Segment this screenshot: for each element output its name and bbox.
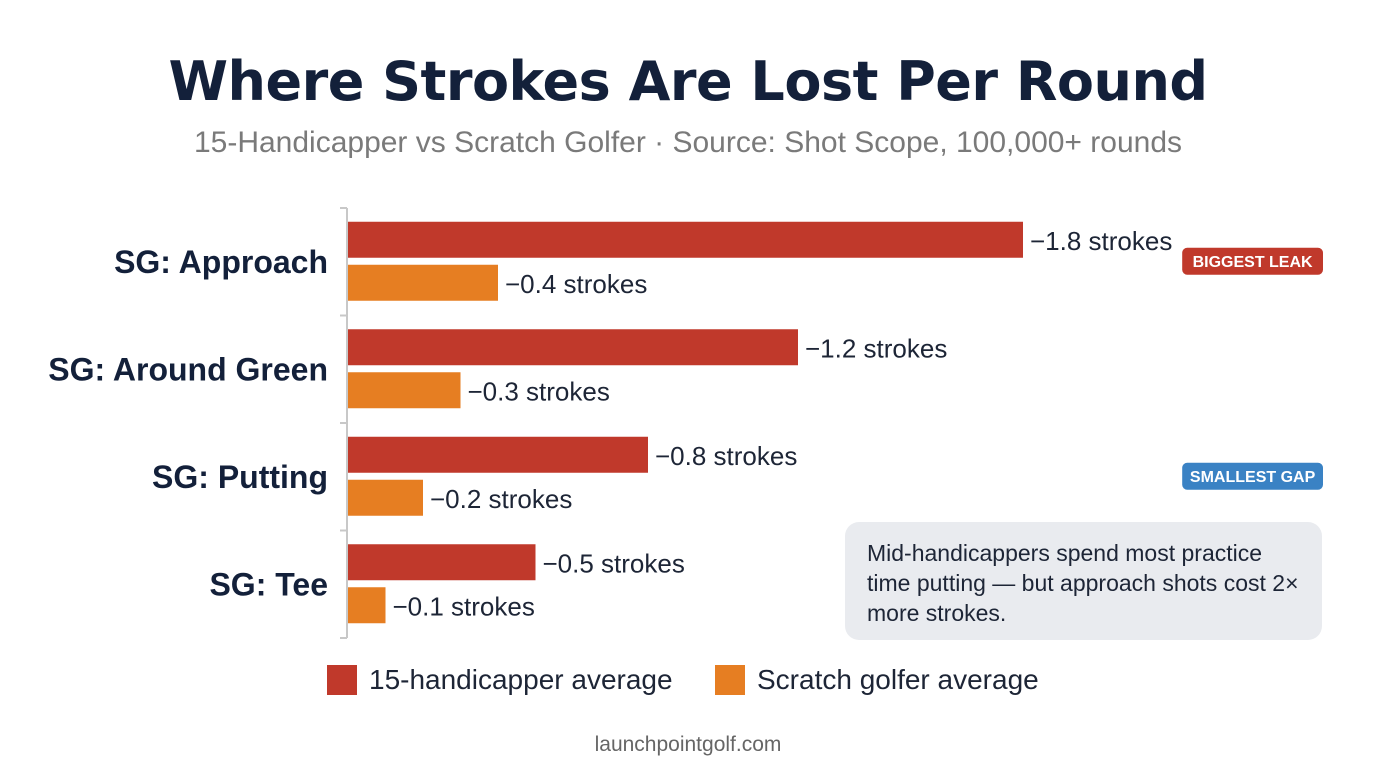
chart-subtitle: 15-Handicapper vs Scratch Golfer · Sourc… [193,126,1183,159]
legend-label-scratch: Scratch golfer average [757,664,1039,695]
badge-label: BIGGEST LEAK [1193,254,1313,271]
legend-label-handicapper: 15-handicapper average [369,664,673,695]
category-label: SG: Approach [114,244,328,280]
bar [348,329,798,366]
bar [348,372,461,409]
legend-swatch-scratch [715,665,745,695]
legend-item-handicapper: 15-handicapper average [327,664,673,696]
bar [348,436,648,473]
legend-item-scratch: Scratch golfer average [715,664,1039,696]
footer-url: launchpointgolf.com [594,733,782,756]
badge-label: SMALLEST GAP [1190,469,1316,486]
bar [348,264,498,301]
data-label: −0.2 strokes [430,484,572,514]
data-label: −0.3 strokes [468,376,610,406]
insight-note: Mid-handicappers spend most practice tim… [845,522,1322,640]
category-label: SG: Around Green [48,351,328,387]
badge [1182,462,1323,490]
data-label: −0.4 strokes [505,269,647,299]
badge [1182,247,1323,275]
bar [348,587,386,624]
data-label: −0.8 strokes [655,441,797,471]
category-label: SG: Putting [152,459,328,495]
data-label: −1.8 strokes [1030,226,1172,256]
category-label: SG: Tee [209,566,328,602]
data-label: −0.1 strokes [393,591,535,621]
chart-title: Where Strokes Are Lost Per Round [168,50,1208,113]
legend-swatch-handicapper [327,665,357,695]
bar [348,544,536,581]
bar [348,221,1023,258]
data-label: −0.5 strokes [543,548,685,578]
bar [348,479,423,516]
data-label: −1.2 strokes [805,333,947,363]
